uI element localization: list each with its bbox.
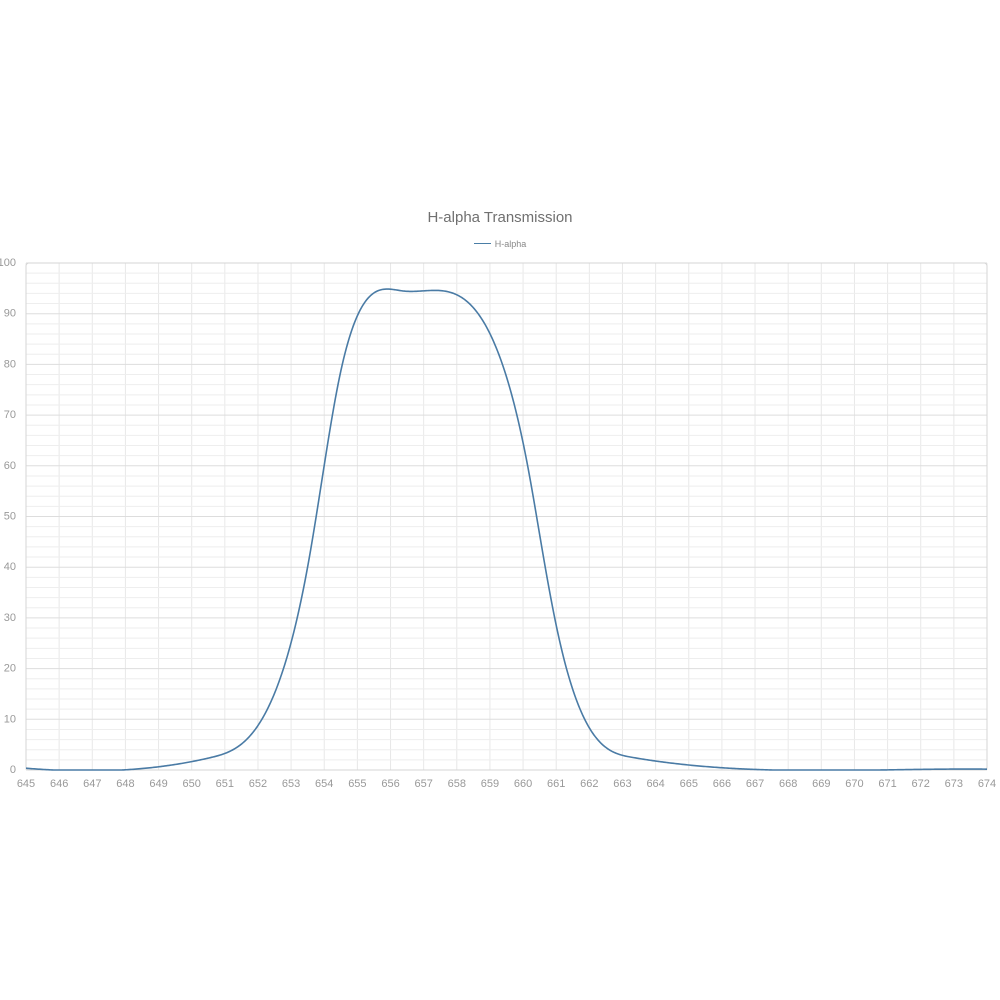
svg-text:664: 664 [646, 778, 664, 790]
svg-text:661: 661 [547, 778, 565, 790]
svg-text:653: 653 [282, 778, 300, 790]
svg-text:663: 663 [613, 778, 631, 790]
svg-text:656: 656 [381, 778, 399, 790]
svg-text:674: 674 [978, 778, 996, 790]
svg-text:658: 658 [448, 778, 466, 790]
svg-text:648: 648 [116, 778, 134, 790]
svg-text:668: 668 [779, 778, 797, 790]
svg-text:654: 654 [315, 778, 333, 790]
svg-text:649: 649 [149, 778, 167, 790]
svg-text:0: 0 [10, 764, 16, 776]
svg-text:671: 671 [878, 778, 896, 790]
svg-text:647: 647 [83, 778, 101, 790]
svg-text:655: 655 [348, 778, 366, 790]
svg-text:660: 660 [514, 778, 532, 790]
svg-text:20: 20 [4, 663, 16, 675]
svg-text:667: 667 [746, 778, 764, 790]
svg-text:666: 666 [713, 778, 731, 790]
svg-text:30: 30 [4, 612, 16, 624]
svg-text:50: 50 [4, 511, 16, 523]
svg-text:80: 80 [4, 358, 16, 370]
svg-text:650: 650 [183, 778, 201, 790]
svg-text:669: 669 [812, 778, 830, 790]
svg-text:665: 665 [680, 778, 698, 790]
svg-text:673: 673 [945, 778, 963, 790]
svg-text:672: 672 [912, 778, 930, 790]
svg-text:60: 60 [4, 460, 16, 472]
svg-text:10: 10 [4, 713, 16, 725]
svg-text:659: 659 [481, 778, 499, 790]
svg-text:651: 651 [216, 778, 234, 790]
svg-text:40: 40 [4, 561, 16, 573]
svg-text:100: 100 [0, 257, 16, 269]
svg-text:70: 70 [4, 409, 16, 421]
svg-text:662: 662 [580, 778, 598, 790]
svg-text:652: 652 [249, 778, 267, 790]
svg-text:670: 670 [845, 778, 863, 790]
svg-text:645: 645 [17, 778, 35, 790]
svg-text:646: 646 [50, 778, 68, 790]
svg-text:90: 90 [4, 308, 16, 320]
svg-text:657: 657 [414, 778, 432, 790]
